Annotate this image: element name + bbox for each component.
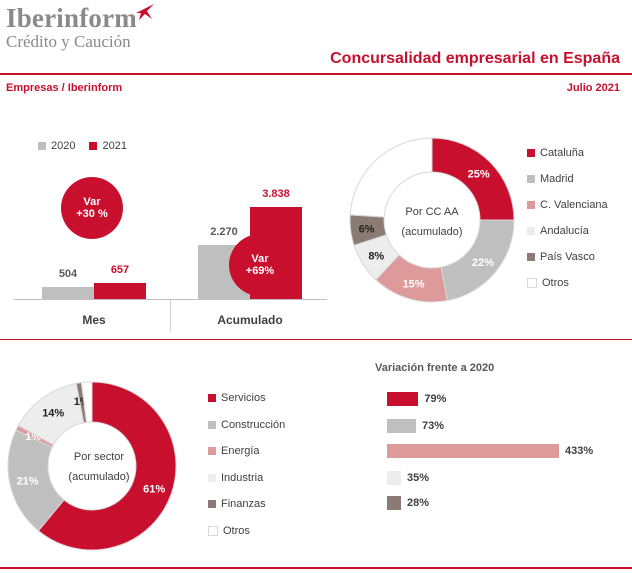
legend-swatch xyxy=(527,227,535,235)
donut-ccaa: 25% 22% 15% 8% 6% xyxy=(349,137,515,303)
category-label-acumulado: Acumulado xyxy=(217,313,283,327)
donut-value-label: 14% xyxy=(42,408,64,420)
bar-axis-separator xyxy=(170,299,171,331)
donut-value-label: 25% xyxy=(468,168,490,180)
donut-slice-otros xyxy=(349,137,433,218)
brand-logo: Iberinform xyxy=(6,3,137,33)
legend-label: Energía xyxy=(221,445,260,457)
legend-label: Otros xyxy=(223,524,250,537)
legend-label: C. Valenciana xyxy=(540,199,608,211)
source-label: Empresas / Iberinform xyxy=(6,82,123,94)
legend-swatch xyxy=(527,175,535,183)
variation-bubble-acumulado: Var +69% xyxy=(229,234,291,296)
bar-value-label: 657 xyxy=(110,264,130,277)
donut-slice-servicios xyxy=(37,381,177,551)
variation-bar-energ-a xyxy=(387,444,559,458)
legend-swatch xyxy=(89,142,98,150)
bar-legend: 2020 2021 xyxy=(38,139,127,153)
variation-value-label: 79% xyxy=(424,393,447,405)
legend-item: Finanzas xyxy=(208,497,285,511)
donut-ccaa-center: Por CC AA (acumulado) xyxy=(392,202,472,242)
donut-slice-otros xyxy=(80,381,93,423)
variation-value-label: 73% xyxy=(421,420,445,432)
footer-divider xyxy=(0,567,632,569)
legend-label: Andalucía xyxy=(540,225,589,237)
legend-label: Finanzas xyxy=(221,498,266,510)
bar-value-label: 504 xyxy=(58,267,78,280)
legend-item: Energía xyxy=(208,444,285,458)
variation-value-label: 433% xyxy=(565,445,594,457)
legend-item: Cataluña xyxy=(527,146,608,160)
donut-center-line: Por sector xyxy=(73,451,125,463)
legend-label-2021: 2021 xyxy=(102,140,127,152)
variation-chart-title: Variación frente a 2020 xyxy=(375,362,495,374)
legend-swatch xyxy=(527,253,535,261)
variation-value: +30 % xyxy=(76,208,108,220)
brand-subtitle: Crédito y Caución xyxy=(6,32,131,51)
legend-item: Industria xyxy=(208,471,285,485)
legend-label-2020: 2020 xyxy=(51,140,76,152)
legend-item: Construcción xyxy=(208,418,285,432)
legend-swatch xyxy=(208,473,216,482)
legend-swatch xyxy=(208,394,216,402)
variation-value-label: 35% xyxy=(407,472,430,484)
bar-mes-2021 xyxy=(94,283,146,299)
legend-label: País Vasco xyxy=(540,251,595,263)
variation-title: Var xyxy=(251,253,269,265)
legend-label: Construcción xyxy=(221,418,286,431)
donut-value-label: 21% xyxy=(17,475,39,487)
plane-logo-icon xyxy=(136,4,154,20)
section-divider xyxy=(0,339,632,340)
variation-bar-servicios xyxy=(387,392,419,406)
bar-value-label: 2.270 xyxy=(210,225,238,238)
legend-item: C. Valenciana xyxy=(527,198,608,212)
variation-value-label: 28% xyxy=(407,497,430,509)
category-label-mes: Mes xyxy=(82,313,106,327)
donut-ccaa-legend: Cataluña Madrid C. Valenciana Andalucía País… xyxy=(527,146,608,290)
donut-center-line: (acumulado) xyxy=(401,226,463,238)
donut-value-label: 61% xyxy=(143,483,165,495)
legend-2020: 2020 xyxy=(38,139,75,153)
report-title: Concursalidad empresarial en España xyxy=(330,50,620,67)
donut-center-line: Por CC AA xyxy=(405,206,459,218)
legend-item: Otros xyxy=(527,276,608,290)
donut-value-label: 8% xyxy=(368,250,384,262)
legend-label: Servicios xyxy=(221,392,266,404)
legend-swatch xyxy=(208,500,216,508)
variation-bar-construcci-n xyxy=(387,419,416,433)
legend-swatch xyxy=(527,201,535,209)
legend-label: Cataluña xyxy=(540,147,585,159)
variation-value: +69% xyxy=(245,265,275,277)
legend-swatch xyxy=(527,149,535,157)
legend-item: País Vasco xyxy=(527,250,608,264)
donut-sector-legend: Servicios Construcción Energía Industria Fin… xyxy=(208,391,285,538)
variation-title: Var xyxy=(83,196,101,208)
bar-value-label: 3.838 xyxy=(262,188,290,201)
variation-bar-finanzas xyxy=(387,496,401,510)
variation-bubble-mes: Var +30 % xyxy=(61,177,123,239)
legend-label: Otros xyxy=(542,277,569,289)
legend-swatch xyxy=(527,278,537,288)
legend-item: Andalucía xyxy=(527,224,608,238)
donut-center-line: (acumulado) xyxy=(68,471,130,483)
legend-swatch xyxy=(208,447,216,455)
legend-swatch xyxy=(38,142,46,150)
donut-sector: 61%21%1%14%1% xyxy=(7,381,177,551)
donut-value-label: 6% xyxy=(359,223,375,235)
donut-value-label: 15% xyxy=(403,278,425,290)
legend-label: Industria xyxy=(221,471,264,484)
donut-sector-center: Por sector (acumulado) xyxy=(59,447,139,487)
legend-swatch xyxy=(208,525,218,536)
legend-item: Otros xyxy=(208,524,285,538)
legend-label: Madrid xyxy=(540,173,574,185)
bar-mes-2020 xyxy=(42,286,94,299)
legend-2021: 2021 xyxy=(89,139,127,153)
header-divider xyxy=(0,73,632,75)
date-label: Julio 2021 xyxy=(566,82,620,94)
variation-bar-industria xyxy=(387,471,401,485)
legend-swatch xyxy=(208,420,216,429)
legend-item: Servicios xyxy=(208,391,285,405)
legend-item: Madrid xyxy=(527,172,608,186)
donut-value-label: 22% xyxy=(472,257,494,269)
